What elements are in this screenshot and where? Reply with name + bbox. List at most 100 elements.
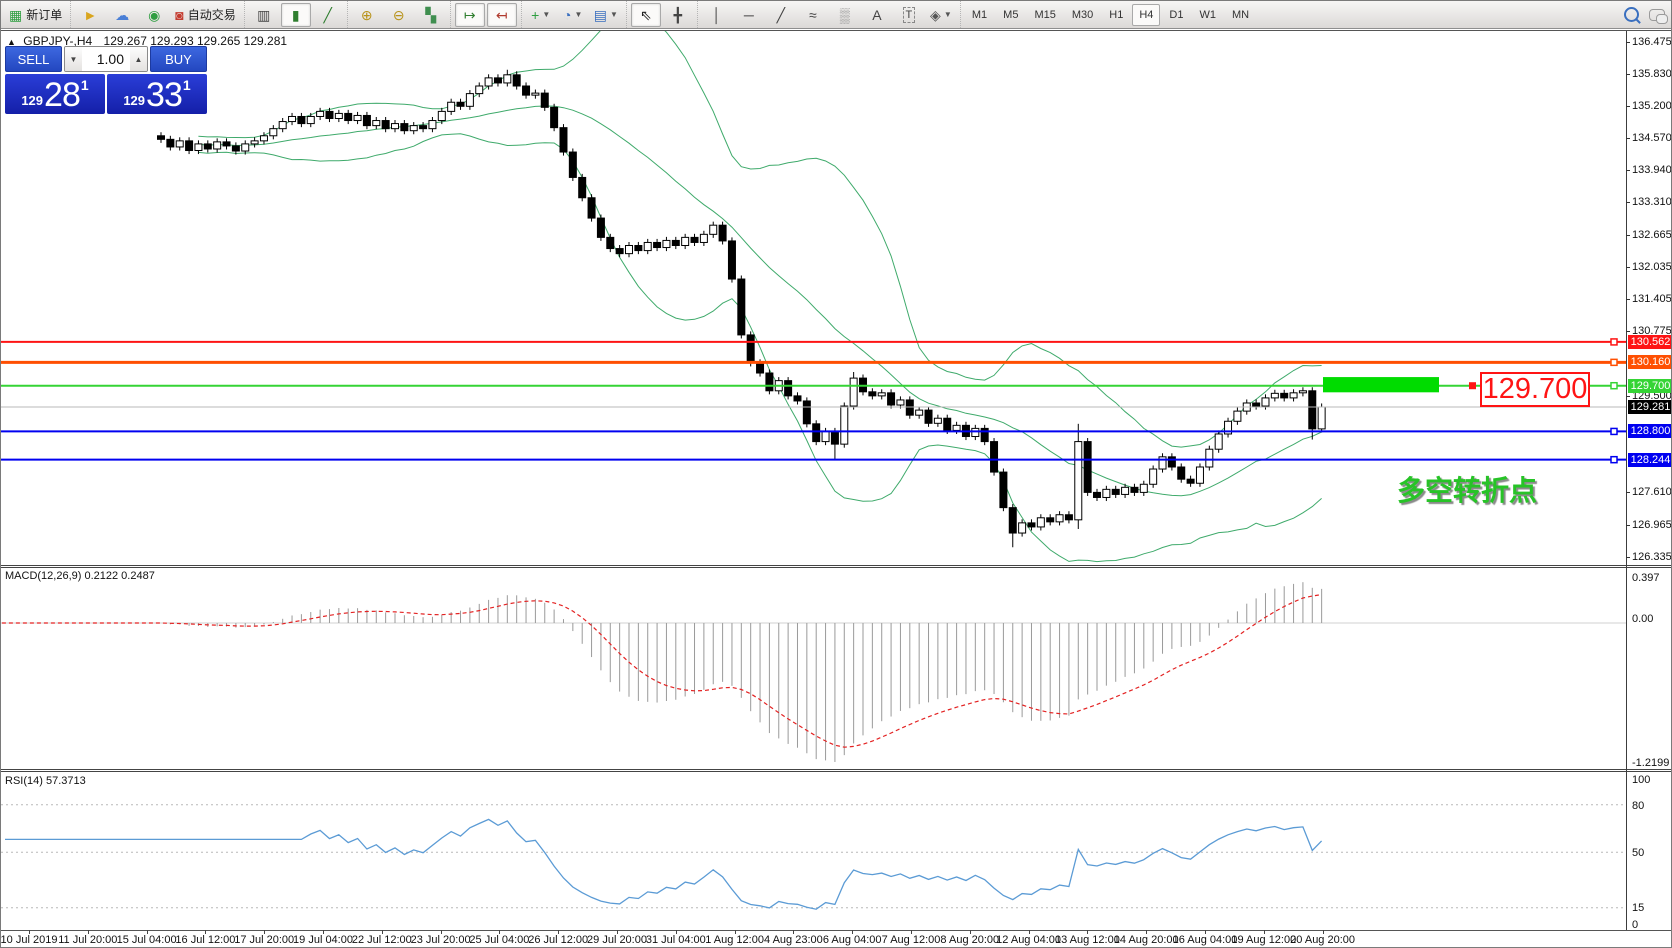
toolbar-group: ► ☁ ◉ ◙ 自动交易 <box>70 1 243 28</box>
fibonacci-icon: ≈ <box>809 6 817 23</box>
turning-point-note[interactable]: 多空转折点 <box>1397 475 1538 506</box>
date-tick <box>852 930 854 934</box>
main-chart-canvas[interactable] <box>1 31 1672 565</box>
timeframe-mn[interactable]: MN <box>1231 8 1250 21</box>
macd-panel-canvas[interactable] <box>1 569 1672 770</box>
support-zone-rectangle[interactable] <box>1323 377 1439 393</box>
chart-shift-button[interactable]: ↦ <box>454 2 485 27</box>
zoom-in-icon: ⊕ <box>360 6 373 23</box>
fibonacci-button[interactable]: ≈ <box>798 3 828 27</box>
dropdown-caret-icon[interactable]: ▼ <box>542 10 551 19</box>
vertical-line-button[interactable]: │ <box>702 3 732 27</box>
candlestick-chart-button[interactable]: ▮ <box>280 2 311 27</box>
candles-layer <box>157 69 1326 548</box>
crosshair-button[interactable]: ╋ <box>663 3 693 27</box>
template-icon: ▤ <box>593 6 607 23</box>
timeframe-bar: M1 M5 M15 M30 H1 H4 D1 W1 MN <box>959 1 1260 28</box>
rsi-divider[interactable] <box>1 769 1671 772</box>
auto-trading-button-label: 自动交易 <box>187 8 236 22</box>
cursor-button[interactable]: ⇖ <box>630 2 661 27</box>
macd-label: MACD(12,26,9) 0.2122 0.2487 <box>5 570 155 582</box>
price-scale-tick <box>1626 106 1630 108</box>
volume-increase-button[interactable]: ▲ <box>130 47 147 71</box>
price-scale-tick <box>1626 74 1630 76</box>
buy-button[interactable]: BUY <box>150 46 207 72</box>
timeframe-m30[interactable]: M30 <box>1071 8 1094 21</box>
toolbar-groups: ▦ 新订单 ► ☁ ◉ ◙ 自动交易 ▥ ▮ ╱ ⊕ ⊖ ▚ ↦ ↤ + ▼ ◔ ▼ ▤ ▼ ⇖ ╋ │ ─ ╱ ≈ ▒ A T ◈ ▼ <box>1 1 960 28</box>
cursor-icon: ⇖ <box>640 6 652 23</box>
date-label: 11 Jul 20:00 <box>58 934 118 946</box>
macd-divider[interactable] <box>1 565 1671 568</box>
bar-chart-button[interactable]: ▥ <box>249 3 279 27</box>
tile-windows-button[interactable]: ▚ <box>416 3 446 27</box>
text-label-button[interactable]: T <box>894 3 924 27</box>
timeframe-d1[interactable]: D1 <box>1169 8 1184 21</box>
price-axis[interactable] <box>1626 31 1627 930</box>
horizontal-line-button[interactable]: ─ <box>734 3 764 27</box>
ask-prefix: 129 <box>123 93 146 108</box>
timeframe-w1[interactable]: W1 <box>1199 8 1216 21</box>
date-label: 25 Jul 04:00 <box>469 934 530 946</box>
new-chart-button[interactable]: ► <box>75 3 105 27</box>
volume-decrease-button[interactable]: ▼ <box>65 47 82 71</box>
market-watch-button[interactable]: ☁ <box>107 3 137 27</box>
volume-value[interactable]: 1.00 <box>96 51 124 67</box>
rsi-scale-label: 50 <box>1632 847 1645 859</box>
chat-icon[interactable] <box>1649 8 1668 24</box>
search-icon[interactable] <box>1624 7 1639 22</box>
dropdown-caret-icon[interactable]: ▼ <box>609 10 618 19</box>
trendline-button[interactable]: ╱ <box>766 3 796 27</box>
price-scale-tick <box>1626 299 1630 301</box>
bollinger-middle <box>198 105 1322 497</box>
timeframe-h1[interactable]: H1 <box>1109 8 1124 21</box>
auto-trading-button[interactable]: ◙ 自动交易 <box>171 3 239 27</box>
periods-button[interactable]: ◔ ▼ <box>558 3 588 27</box>
timeframe-m5[interactable]: M5 <box>1003 8 1019 21</box>
templates-button[interactable]: ▤ ▼ <box>590 3 622 27</box>
sell-button[interactable]: SELL <box>5 46 62 72</box>
dropdown-caret-icon[interactable]: ▼ <box>574 10 583 19</box>
price-scale-tick <box>1626 267 1630 269</box>
ask-price-tile[interactable]: 129 33 1 <box>107 74 207 114</box>
timeframe-h4[interactable]: H4 <box>1132 3 1161 26</box>
price-scale-label: 129.500 <box>1632 389 1672 402</box>
price-level-callout[interactable]: 129.700 <box>1480 372 1590 407</box>
indicators-button[interactable]: + ▼ <box>526 3 556 27</box>
grid-button[interactable]: ▒ <box>830 3 860 27</box>
date-tick <box>793 930 795 934</box>
zoom-out-button[interactable]: ⊖ <box>384 3 414 27</box>
new-order-icon: ▦ <box>9 6 23 23</box>
price-tag-129.700: 129.700 <box>1628 378 1671 393</box>
rsi-scale-label: 15 <box>1632 902 1645 914</box>
price-scale-label: 133.940 <box>1632 164 1672 177</box>
date-tick <box>29 930 30 934</box>
timeframe-m15[interactable]: M15 <box>1034 8 1056 21</box>
toolbar-group: ⇖ ╋ <box>625 1 697 28</box>
price-scale-label: 135.830 <box>1632 68 1672 81</box>
price-scale-tick <box>1626 138 1630 140</box>
text-button[interactable]: A <box>862 3 892 27</box>
dropdown-caret-icon[interactable]: ▼ <box>943 10 952 19</box>
date-tick <box>558 930 560 934</box>
shapes-button[interactable]: ◈ ▼ <box>926 3 956 27</box>
auto-scroll-button[interactable]: ↤ <box>486 2 517 27</box>
date-label: 10 Jul 2019 <box>0 934 58 946</box>
rsi-panel-canvas[interactable] <box>1 773 1672 930</box>
crosshair-icon: ╋ <box>673 6 683 23</box>
collapse-triangle-icon[interactable]: ▲ <box>7 37 16 47</box>
bid-price-tile[interactable]: 129 28 1 <box>5 74 105 114</box>
zoom-in-button[interactable]: ⊕ <box>352 3 382 27</box>
strategy-tester-button[interactable]: ◉ <box>139 3 169 27</box>
volume-stepper: ▼ 1.00 ▲ <box>64 46 148 72</box>
date-tick <box>264 930 266 934</box>
chart-top-border <box>1 30 1671 31</box>
clock-icon: ◔ <box>563 6 572 23</box>
line-chart-button[interactable]: ╱ <box>313 3 343 27</box>
toolbar-group: + ▼ ◔ ▼ ▤ ▼ <box>520 1 626 28</box>
price-scale-tick <box>1626 170 1630 172</box>
current-price-tag: 129.281 <box>1628 400 1671 414</box>
price-scale-label: 132.035 <box>1632 261 1672 274</box>
timeframe-m1[interactable]: M1 <box>971 8 988 21</box>
new-order-button[interactable]: ▦ 新订单 <box>5 3 66 27</box>
